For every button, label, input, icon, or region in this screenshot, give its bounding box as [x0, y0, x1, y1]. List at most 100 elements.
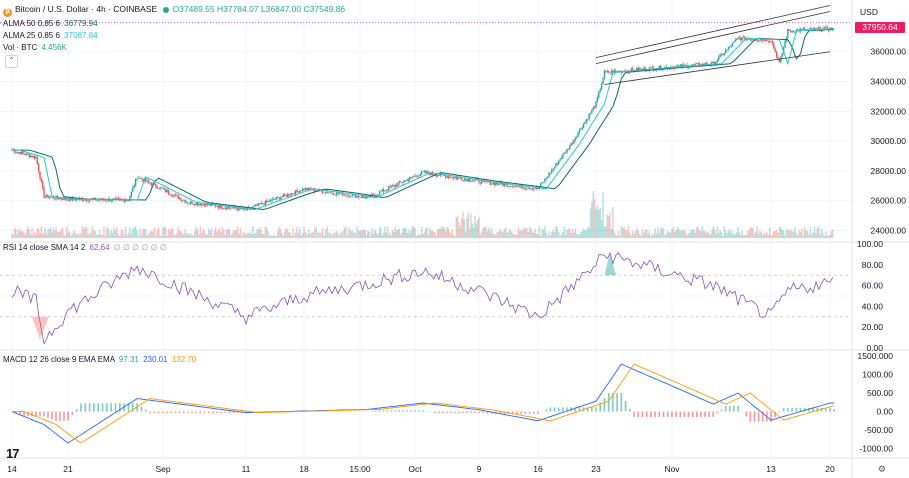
- volume-bar: [784, 235, 786, 238]
- volume-bar: [782, 230, 785, 238]
- volume-bar: [405, 227, 407, 238]
- candle-body: [67, 199, 69, 201]
- volume-bar: [339, 234, 341, 238]
- macd-histogram-bar: [791, 407, 793, 412]
- volume-bar: [774, 230, 776, 238]
- macd-histogram-bar: [591, 407, 593, 412]
- macd-histogram-bar: [586, 407, 589, 412]
- candle-body: [237, 208, 239, 211]
- currency-label[interactable]: USD: [860, 7, 878, 17]
- volume-bar: [342, 231, 344, 238]
- macd-histogram-bar: [220, 411, 222, 414]
- volume-bar: [223, 229, 225, 238]
- candle-body: [711, 62, 713, 65]
- macd-histogram-bar: [816, 407, 819, 412]
- volume-bar: [301, 233, 304, 238]
- macd-histogram-bar: [162, 411, 164, 414]
- macd-histogram-bar: [612, 393, 614, 412]
- candle-body: [513, 186, 515, 188]
- candle-body: [448, 176, 451, 178]
- candle-body: [231, 207, 233, 209]
- macd-histogram-bar: [466, 411, 468, 413]
- volume-bar: [438, 228, 440, 238]
- candle-body: [187, 202, 189, 204]
- volume-bar: [726, 233, 728, 238]
- volume-bar: [150, 231, 153, 238]
- macd-legend[interactable]: MACD 12 26 close 9 EMA EMA 97.31 230.01 …: [3, 355, 196, 365]
- volume-bar: [456, 216, 459, 238]
- volume-bar: [124, 226, 127, 238]
- volume-bar: [584, 229, 586, 238]
- candle-body: [178, 198, 181, 199]
- volume-bar: [483, 227, 486, 238]
- volume-bar: [174, 234, 177, 238]
- candle-body: [436, 175, 439, 177]
- candle-body: [129, 196, 131, 202]
- settings-gear-icon[interactable]: ⚙: [877, 464, 886, 474]
- volume-bar: [641, 229, 644, 238]
- candle-body: [203, 204, 206, 207]
- volume-bar: [560, 233, 563, 238]
- volume-bar: [490, 227, 493, 238]
- volume-bar: [315, 226, 318, 238]
- tradingview-logo[interactable]: 17: [6, 446, 20, 461]
- macd-histogram-bar: [430, 411, 432, 413]
- volume-bar: [548, 231, 550, 238]
- volume-bar: [759, 230, 761, 238]
- volume-bar: [292, 228, 294, 238]
- volume-bar: [723, 226, 725, 238]
- candle-body: [660, 65, 662, 70]
- volume-bar: [489, 231, 491, 238]
- macd-histogram-bar: [75, 409, 78, 412]
- candle-body: [36, 157, 39, 165]
- volume-bar: [711, 230, 713, 238]
- volume-bar: [127, 232, 130, 238]
- volume-legend[interactable]: Vol · BTC 4.456K: [3, 43, 67, 53]
- volume-bar: [401, 232, 403, 238]
- volume-bar: [709, 234, 712, 238]
- volume-bar: [123, 234, 125, 238]
- candle-body: [29, 155, 32, 158]
- trend-channel[interactable]: [0, 5, 852, 85]
- volume-bar: [514, 234, 517, 238]
- volume-bar: [740, 234, 742, 238]
- volume-bar: [337, 232, 339, 238]
- macd-signal-value: 132.70: [171, 355, 197, 364]
- volume-bar: [132, 228, 134, 238]
- alma25-legend[interactable]: ALMA 25 0.85 6 37067.84: [3, 31, 98, 41]
- price-axis[interactable]: 36000.00 34000.00 32000.00 30000.00 28000.00…: [857, 47, 906, 454]
- time-axis[interactable]: 14 21 Sep 11 18 15:00 Oct 9 16 23 Nov 13 20: [7, 464, 835, 474]
- volume-bar: [442, 227, 444, 238]
- price-candles[interactable]: [11, 24, 834, 212]
- candle-body: [394, 184, 397, 187]
- volume-bar: [531, 231, 534, 238]
- collapse-legend-button[interactable]: ⌃: [5, 55, 18, 68]
- candle-body: [696, 63, 698, 64]
- candle-body: [773, 43, 775, 49]
- candle-body: [117, 198, 120, 199]
- candle-body: [745, 38, 747, 41]
- candle-body: [37, 164, 40, 172]
- candle-body: [323, 192, 325, 194]
- alma50-legend[interactable]: ALMA 50 0.85 6 36779.94: [3, 19, 98, 29]
- volume-bar: [300, 235, 302, 238]
- volume-bar: [526, 227, 528, 238]
- macd-histogram-bar: [566, 407, 568, 412]
- candle-body: [176, 194, 178, 196]
- alma50-label: ALMA 50 0.85 6: [3, 19, 60, 28]
- candle-body: [585, 119, 588, 122]
- volume-bar: [277, 231, 279, 238]
- rsi-legend[interactable]: RSI 14 close SMA 14 2 62.64 ∅ ∅ ∅ ∅ ∅ ∅: [3, 243, 167, 253]
- volume-bar: [80, 233, 82, 238]
- macd-histogram-bar: [695, 411, 698, 418]
- ohlc-values: O37489.55 H37784.07 L36847.00 C37549.86: [172, 4, 346, 14]
- candle-body: [760, 39, 763, 41]
- volume-bar: [185, 233, 188, 238]
- volume-bar: [169, 230, 171, 238]
- volume-bar: [582, 228, 585, 238]
- volume-bar: [727, 230, 730, 238]
- candle-body: [39, 171, 41, 179]
- volume-bar: [402, 228, 404, 238]
- candle-body: [296, 190, 298, 192]
